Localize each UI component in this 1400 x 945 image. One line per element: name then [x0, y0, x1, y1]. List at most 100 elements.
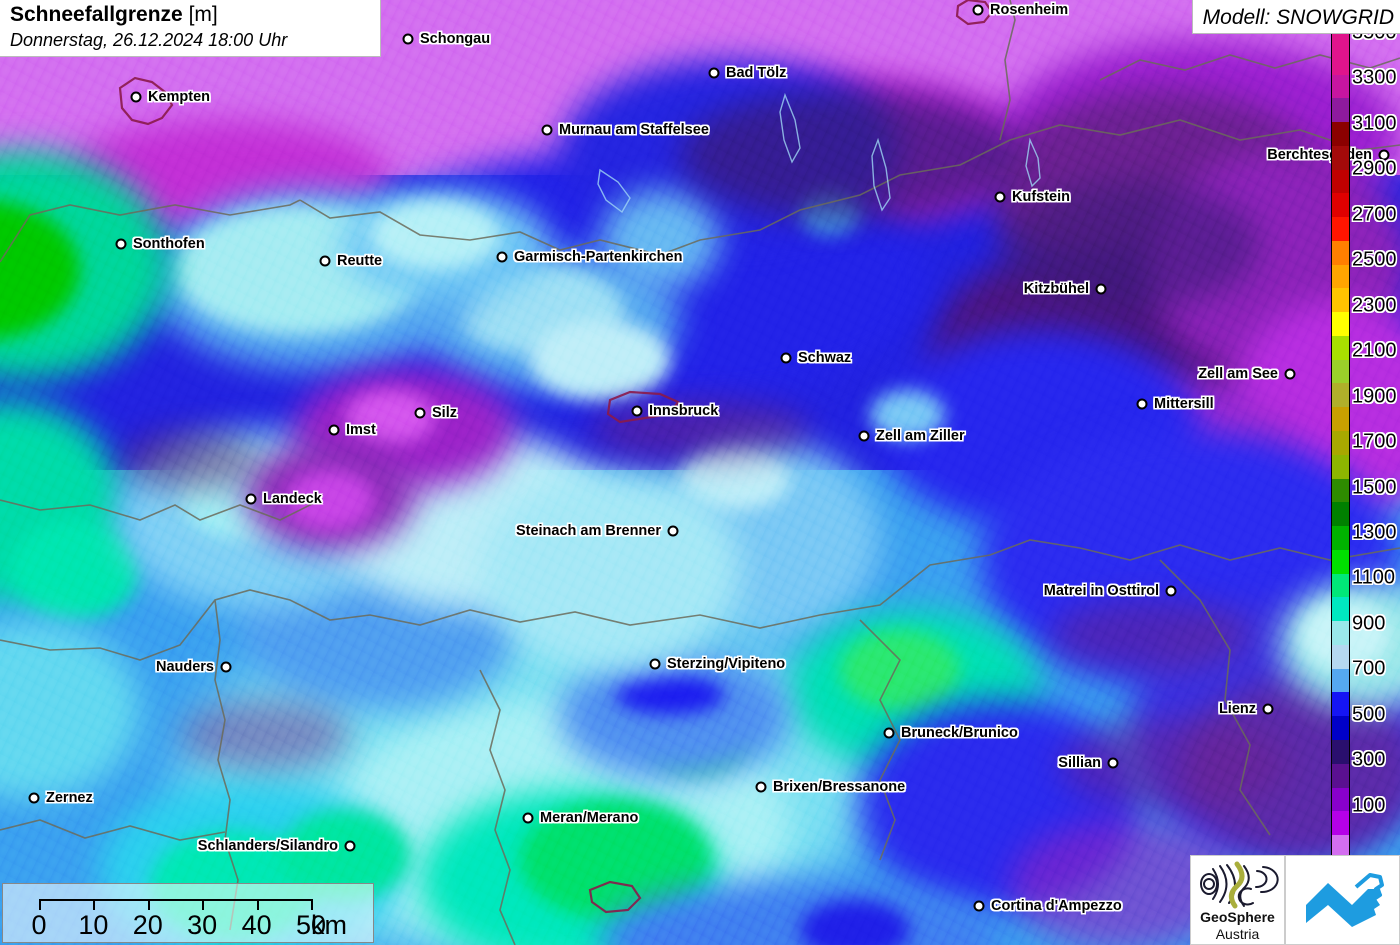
scale-bar-tick	[202, 899, 205, 910]
colorbar-band	[1332, 835, 1349, 859]
colorbar-band	[1332, 739, 1349, 764]
colorbar[interactable]	[1331, 26, 1350, 860]
scale-bar-label: 10	[78, 910, 109, 940]
colorbar-band	[1332, 50, 1349, 75]
city-marker-dot[interactable]	[1284, 368, 1296, 380]
city-marker-dot[interactable]	[883, 727, 895, 739]
city-marker-dot[interactable]	[220, 661, 232, 673]
city-label: Zell am Ziller	[876, 428, 965, 444]
partner-logo[interactable]	[1285, 855, 1400, 945]
city-marker-dot[interactable]	[402, 33, 414, 45]
city-marker-dot[interactable]	[130, 91, 142, 103]
scale-bar-tick	[39, 899, 41, 910]
colorbar-band	[1332, 644, 1349, 669]
colorbar-tick-label: 2500	[1352, 248, 1397, 271]
city-marker-dot[interactable]	[667, 525, 679, 537]
colorbar-tick-label: 3100	[1352, 112, 1397, 135]
field-blob	[600, 190, 720, 290]
colorbar-band	[1332, 597, 1349, 622]
city-marker-dot[interactable]	[1378, 149, 1390, 161]
city-marker-dot[interactable]	[780, 352, 792, 364]
city-label: Schwaz	[798, 350, 852, 366]
colorbar-tick-label: 1900	[1352, 385, 1397, 408]
colorbar-band	[1332, 98, 1349, 123]
colorbar-band	[1332, 787, 1349, 812]
city-marker-dot[interactable]	[1107, 757, 1119, 769]
city-label: Schlanders/Silandro	[197, 838, 338, 854]
city-marker-dot[interactable]	[972, 4, 984, 16]
city-label: Silz	[432, 405, 457, 421]
city-label: Zell am See	[1198, 366, 1278, 382]
model-label: Modell: SNOWGRID	[1191, 0, 1400, 34]
city-marker-dot[interactable]	[1095, 283, 1107, 295]
field-blob	[120, 430, 260, 490]
colorbar-tick-label: 2900	[1352, 157, 1397, 180]
field-blob	[680, 90, 1020, 220]
colorbar-band	[1332, 549, 1349, 574]
city-marker-dot[interactable]	[344, 840, 356, 852]
city-marker-dot[interactable]	[858, 430, 870, 442]
scale-bar-label: 30	[187, 910, 218, 940]
city-marker-dot[interactable]	[631, 405, 643, 417]
city-marker-dot[interactable]	[319, 255, 331, 267]
page-title: Schneefallgrenze [m]	[10, 2, 372, 28]
colorbar-tick-label: 900	[1352, 612, 1386, 635]
geosphere-austria-logo[interactable]: GeoSphere Austria	[1190, 855, 1285, 945]
title-subtitle: Donnerstag, 26.12.2024 18:00 Uhr	[10, 30, 288, 50]
scale-bar-label: 20	[132, 910, 163, 940]
city-marker-dot[interactable]	[496, 251, 508, 263]
city-marker-dot[interactable]	[1262, 703, 1274, 715]
city-marker-dot[interactable]	[245, 493, 257, 505]
city-marker-dot[interactable]	[994, 191, 1006, 203]
city-label: Rosenheim	[990, 2, 1069, 18]
field-blob	[1050, 600, 1250, 670]
colorbar-tick-label: 500	[1352, 703, 1386, 726]
city-label: Garmisch-Partenkirchen	[514, 249, 683, 265]
colorbar-tick-label: 1500	[1352, 476, 1397, 498]
city-marker-dot[interactable]	[1165, 585, 1177, 597]
colorbar-band	[1332, 454, 1349, 479]
city-label: Brixen/Bressanone	[773, 779, 906, 795]
city-marker-dot[interactable]	[541, 124, 553, 136]
city-marker-dot[interactable]	[522, 812, 534, 824]
colorbar-band	[1332, 240, 1349, 265]
field-blob	[530, 320, 670, 400]
colorbar-band	[1332, 217, 1349, 241]
city-marker-dot[interactable]	[1136, 398, 1148, 410]
colorbar-tick-label: 1700	[1352, 430, 1397, 453]
scale-bar-tick	[93, 899, 96, 910]
city-label: Sonthofen	[133, 236, 205, 252]
scale-bar-label: 50	[295, 910, 327, 940]
city-label: Imst	[346, 422, 376, 438]
colorbar-band	[1332, 193, 1349, 218]
city-marker-dot[interactable]	[328, 424, 340, 436]
city-label: Matrei in Osttirol	[1043, 583, 1159, 599]
colorbar-band	[1332, 145, 1349, 170]
colorbar-tick-label: 1300	[1352, 521, 1397, 544]
colorbar-band	[1332, 74, 1349, 99]
city-label: Zernez	[46, 790, 93, 806]
scale-bar-label: 0	[31, 910, 47, 940]
city-marker-dot[interactable]	[28, 792, 40, 804]
colorbar-tick-label: 100	[1352, 794, 1386, 817]
city-marker-dot[interactable]	[649, 658, 661, 670]
city-marker-dot[interactable]	[973, 900, 985, 912]
city-marker-dot[interactable]	[708, 67, 720, 79]
city-marker-dot[interactable]	[414, 407, 426, 419]
field-blob	[480, 470, 740, 670]
colorbar-tick-label: 1100	[1352, 566, 1396, 589]
city-label: Steinach am Brenner	[515, 523, 661, 539]
city-label: Lienz	[1218, 701, 1256, 717]
colorbar-tick-label: 3300	[1352, 66, 1397, 89]
colorbar-band	[1332, 122, 1349, 146]
geosphere-logo-line2: Austria	[1215, 926, 1260, 942]
city-label: Kempten	[148, 89, 211, 105]
city-marker-dot[interactable]	[755, 781, 767, 793]
colorbar-band	[1332, 811, 1349, 836]
colorbar-tick-label: 300	[1352, 748, 1386, 771]
field-blob	[10, 520, 140, 620]
city-label: Reutte	[337, 253, 383, 269]
city-marker-dot[interactable]	[115, 238, 127, 250]
colorbar-band	[1332, 264, 1349, 289]
